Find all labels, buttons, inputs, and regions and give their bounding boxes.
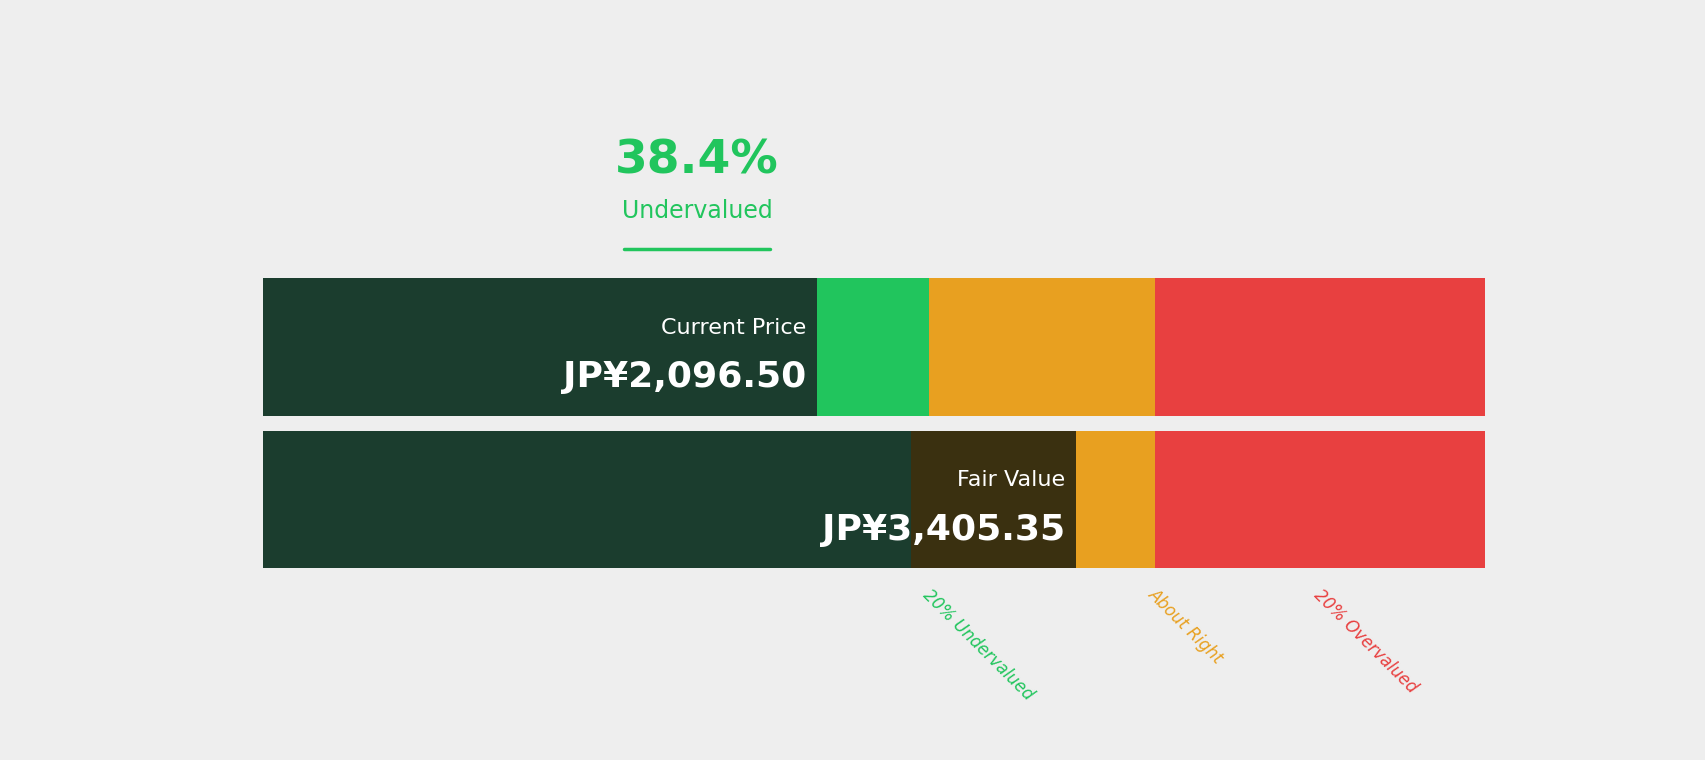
Text: 20% Undervalued: 20% Undervalued [919,586,1037,704]
Bar [1154,431,1485,568]
Bar [1154,278,1485,416]
Text: 20% Overvalued: 20% Overvalued [1309,586,1420,696]
Text: Undervalued: Undervalued [621,199,772,223]
Text: Fair Value: Fair Value [957,470,1064,490]
Bar [263,278,929,416]
Text: JP¥3,405.35: JP¥3,405.35 [822,513,1064,546]
Bar [263,278,817,416]
Text: About Right: About Right [1144,586,1226,667]
Bar [910,431,1076,568]
Bar [929,431,1154,568]
Text: 38.4%: 38.4% [616,139,779,184]
Bar [263,431,1076,568]
Text: Current Price: Current Price [662,318,806,338]
Text: JP¥2,096.50: JP¥2,096.50 [563,360,806,394]
Bar [929,278,1154,416]
Bar [263,431,929,568]
